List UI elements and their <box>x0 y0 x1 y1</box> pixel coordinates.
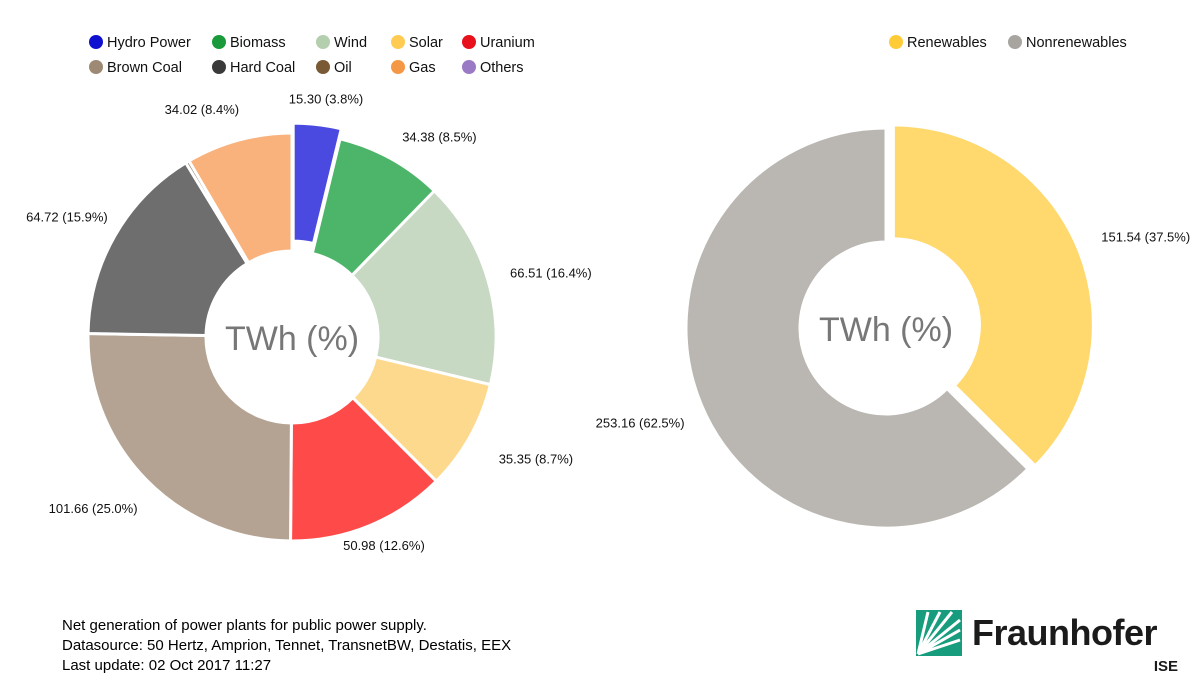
legend-swatch <box>89 60 103 74</box>
legend-label: Uranium <box>480 35 535 51</box>
legend-1: Hydro Power Biomass Wind Solar Uranium Brown … <box>89 35 535 76</box>
legend-label: Brown Coal <box>107 60 182 76</box>
slice-wind[interactable] <box>350 189 498 387</box>
legend-label: Others <box>480 60 524 76</box>
legend-item-brown-coal[interactable]: Brown Coal <box>89 60 182 76</box>
legend-label: Hard Coal <box>230 60 295 76</box>
slice-uranium[interactable] <box>289 396 438 543</box>
legend-label: Gas <box>409 60 436 76</box>
data-label-hard-coal: 64.72 (15.9%) <box>26 210 108 225</box>
logo-wordmark: Fraunhofer <box>972 612 1158 653</box>
center-unit-label: TWh (%) <box>819 311 953 349</box>
center-unit-label: TWh (%) <box>225 320 359 358</box>
data-label-nonrenewables: 253.16 (62.5%) <box>596 416 685 431</box>
legend-label: Biomass <box>230 35 286 51</box>
legend-swatch <box>889 35 903 49</box>
legend-label: Wind <box>334 35 367 51</box>
data-label-renewables: 151.54 (37.5%) <box>1101 230 1190 245</box>
legend-label: Renewables <box>907 35 987 51</box>
legend-swatch <box>316 35 330 49</box>
legend-item-biomass[interactable]: Biomass <box>212 35 286 51</box>
footer-datasource: Datasource: 50 Hertz, Amprion, Tennet, T… <box>62 637 512 654</box>
legend-item-nonrenewables[interactable]: Nonrenewables <box>1008 35 1127 51</box>
legend-swatch <box>391 35 405 49</box>
legend-item-others[interactable]: Others <box>462 60 524 76</box>
slice-renewables[interactable] <box>891 123 1095 468</box>
donut-chart-1: 15.30 (3.8%) 34.38 (8.5%) 66.51 (16.4%) 35.… <box>26 35 592 553</box>
legend-item-renewables[interactable]: Renewables <box>889 35 987 51</box>
legend-item-hydro-power[interactable]: Hydro Power <box>89 35 191 51</box>
legend-swatch <box>212 60 226 74</box>
slice-nonrenewables[interactable] <box>684 126 1030 530</box>
logo-subtitle: ISE <box>1153 658 1178 675</box>
slice-brown-coal[interactable] <box>86 332 293 543</box>
legend-swatch <box>462 35 476 49</box>
legend-item-solar[interactable]: Solar <box>391 35 443 51</box>
legend-2: Renewables Nonrenewables <box>889 35 1127 51</box>
slice-hard-coal[interactable] <box>86 161 249 338</box>
legend-swatch <box>316 60 330 74</box>
legend-swatch <box>391 60 405 74</box>
legend-item-oil[interactable]: Oil <box>316 60 352 76</box>
footer-last-update: Last update: 02 Oct 2017 11:27 <box>62 657 272 674</box>
data-label-gas: 34.02 (8.4%) <box>165 102 239 117</box>
legend-label: Hydro Power <box>107 35 191 51</box>
fraunhofer-logo-icon <box>916 610 962 656</box>
legend-swatch <box>462 60 476 74</box>
legend-label: Solar <box>409 35 443 51</box>
data-label-solar: 35.35 (8.7%) <box>499 451 573 466</box>
legend-swatch <box>1008 35 1022 49</box>
legend-item-uranium[interactable]: Uranium <box>462 35 535 51</box>
footer-description: Net generation of power plants for publi… <box>62 617 427 634</box>
fraunhofer-logo: Fraunhofer ISE <box>916 606 1186 682</box>
slice-gas[interactable] <box>187 131 294 265</box>
footer-notes: Net generation of power plants for publi… <box>62 616 511 676</box>
legend-label: Oil <box>334 60 352 76</box>
data-label-brown-coal: 101.66 (25.0%) <box>49 501 138 516</box>
data-label-hydro-power: 15.30 (3.8%) <box>289 92 363 107</box>
legend-item-hard-coal[interactable]: Hard Coal <box>212 60 295 76</box>
data-label-biomass: 34.38 (8.5%) <box>402 130 476 145</box>
legend-item-wind[interactable]: Wind <box>316 35 367 51</box>
legend-item-gas[interactable]: Gas <box>391 60 436 76</box>
legend-swatch <box>212 35 226 49</box>
legend-label: Nonrenewables <box>1026 35 1127 51</box>
legend-swatch <box>89 35 103 49</box>
donut-chart-2: 151.54 (37.5%) 253.16 (62.5%) TWh (%) Renew… <box>596 35 1190 530</box>
data-label-wind: 66.51 (16.4%) <box>510 266 592 281</box>
data-label-uranium: 50.98 (12.6%) <box>343 538 425 553</box>
